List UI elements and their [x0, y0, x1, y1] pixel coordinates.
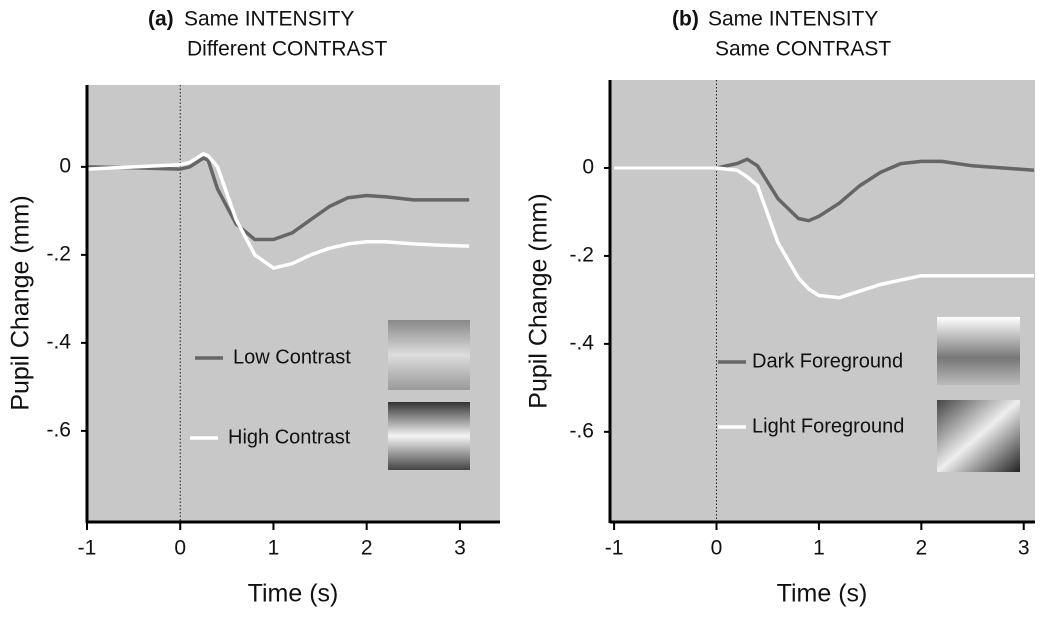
x-tick-label: 0 [174, 537, 186, 560]
data-line [614, 166, 1034, 300]
x-tick-label: 2 [915, 537, 927, 560]
x-tick-label: 3 [454, 537, 466, 560]
legend-image [937, 400, 1020, 472]
y-tick-label: -.6 [569, 419, 594, 442]
x-tick-label: -1 [605, 537, 624, 560]
x-tick-label: 3 [1018, 537, 1030, 560]
legend-label: Low Contrast [233, 346, 351, 368]
y-tick-label: -.2 [46, 242, 71, 265]
panel-label: (a) [148, 8, 174, 31]
y-axis-label: Pupil Change (mm) [525, 193, 553, 408]
data-line [86, 156, 470, 242]
data-line [614, 157, 1035, 223]
x-tick-label: 1 [268, 537, 280, 560]
data-line [86, 151, 470, 270]
x-tick-label: 0 [711, 537, 723, 560]
legend-label: High Contrast [228, 426, 351, 448]
y-tick-label: -.2 [569, 243, 594, 266]
x-tick-label: 1 [813, 537, 825, 560]
chart-title: Same INTENSITY [708, 8, 878, 31]
panel-label: (b) [672, 8, 699, 31]
x-axis-label: Time (s) [777, 580, 868, 608]
legend-image [937, 317, 1020, 385]
y-tick-label: -.4 [569, 331, 594, 354]
chart-title: Different CONTRAST [187, 38, 387, 61]
legend-label: Dark Foreground [752, 350, 903, 372]
y-tick-label: 0 [59, 154, 71, 177]
x-tick-label: -1 [78, 537, 97, 560]
x-axis-label: Time (s) [248, 580, 339, 608]
y-axis-label: Pupil Change (mm) [7, 195, 35, 410]
legend-label: Light Foreground [752, 415, 904, 437]
y-tick-label: -.4 [46, 330, 71, 353]
chart-title: Same INTENSITY [184, 8, 354, 31]
chart-title: Same CONTRAST [715, 38, 891, 61]
legend-image [388, 320, 470, 390]
y-tick-label: -.6 [46, 418, 71, 441]
legend-image [388, 402, 470, 470]
y-tick-label: 0 [582, 156, 594, 179]
x-tick-label: 2 [361, 537, 373, 560]
